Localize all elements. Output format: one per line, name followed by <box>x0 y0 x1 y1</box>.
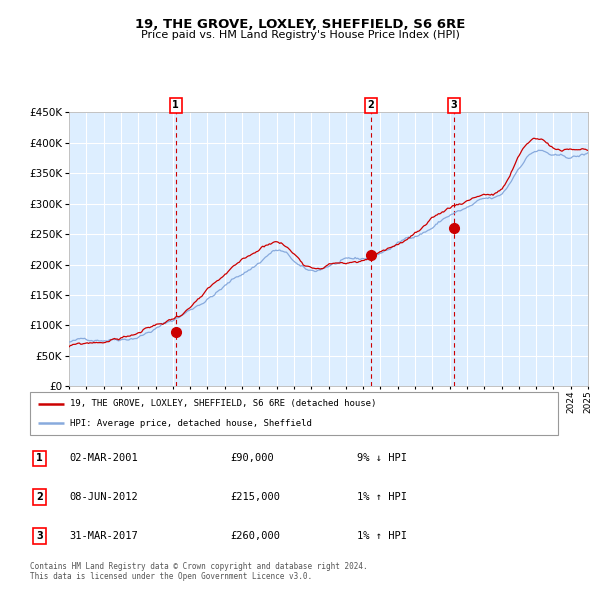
Text: 2: 2 <box>367 100 374 110</box>
Text: 3: 3 <box>36 531 43 541</box>
Text: 31-MAR-2017: 31-MAR-2017 <box>70 531 139 541</box>
Text: 08-JUN-2012: 08-JUN-2012 <box>70 492 139 502</box>
Text: 02-MAR-2001: 02-MAR-2001 <box>70 453 139 463</box>
Text: £90,000: £90,000 <box>230 453 274 463</box>
Text: £215,000: £215,000 <box>230 492 281 502</box>
Text: 2: 2 <box>36 492 43 502</box>
Text: 1: 1 <box>36 453 43 463</box>
Text: Contains HM Land Registry data © Crown copyright and database right 2024.
This d: Contains HM Land Registry data © Crown c… <box>30 562 368 581</box>
Text: £260,000: £260,000 <box>230 531 281 541</box>
Text: 1: 1 <box>172 100 179 110</box>
Text: 19, THE GROVE, LOXLEY, SHEFFIELD, S6 6RE: 19, THE GROVE, LOXLEY, SHEFFIELD, S6 6RE <box>135 18 465 31</box>
Text: 1% ↑ HPI: 1% ↑ HPI <box>358 492 407 502</box>
Text: HPI: Average price, detached house, Sheffield: HPI: Average price, detached house, Shef… <box>70 419 311 428</box>
Text: 1% ↑ HPI: 1% ↑ HPI <box>358 531 407 541</box>
Text: 9% ↓ HPI: 9% ↓ HPI <box>358 453 407 463</box>
Text: 3: 3 <box>451 100 457 110</box>
Text: 19, THE GROVE, LOXLEY, SHEFFIELD, S6 6RE (detached house): 19, THE GROVE, LOXLEY, SHEFFIELD, S6 6RE… <box>70 399 376 408</box>
Text: Price paid vs. HM Land Registry's House Price Index (HPI): Price paid vs. HM Land Registry's House … <box>140 30 460 40</box>
FancyBboxPatch shape <box>30 392 558 435</box>
